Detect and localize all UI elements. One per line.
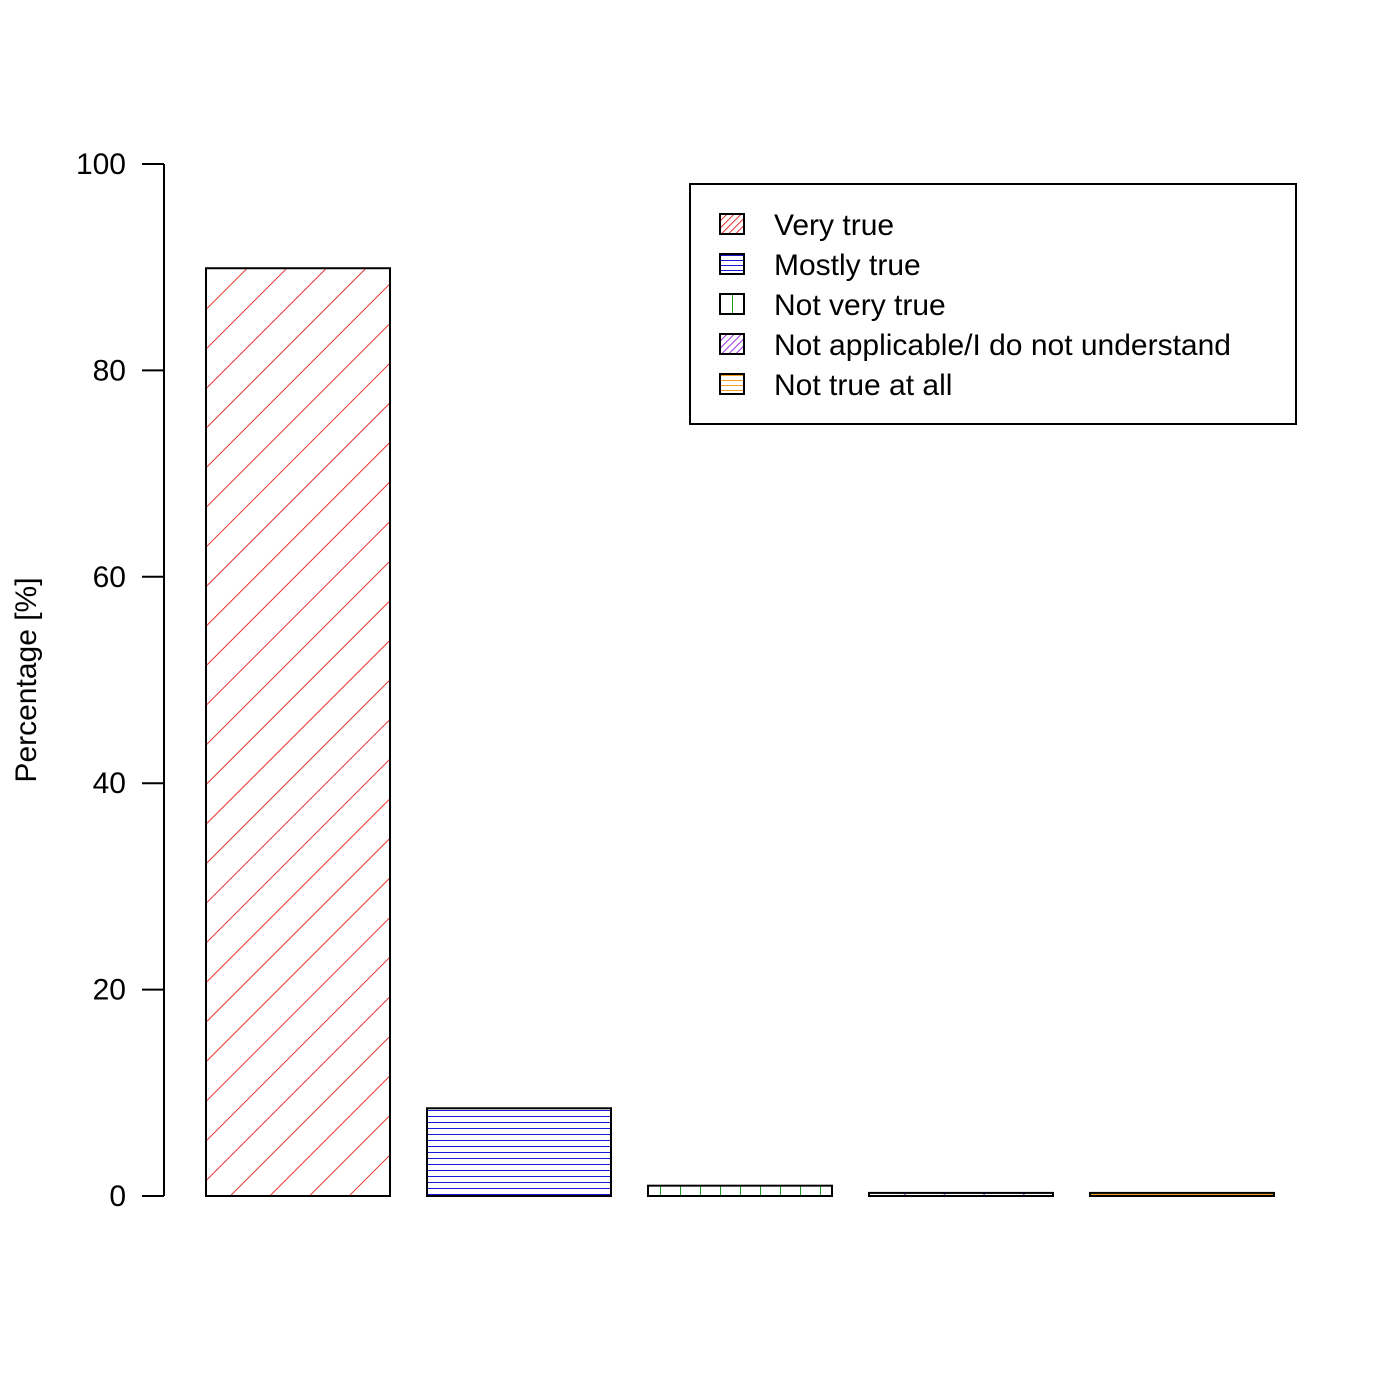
y-tick-label: 100 <box>76 148 126 181</box>
bar-3 <box>647 1184 833 1198</box>
bar-5 <box>1089 1191 1275 1198</box>
bar-2 <box>426 1107 612 1198</box>
legend-swatch <box>719 333 745 355</box>
bar-1 <box>205 267 391 1197</box>
legend-swatch <box>719 293 745 315</box>
y-tick-label: 80 <box>93 354 126 387</box>
legend-box <box>689 183 1297 425</box>
y-tick-label: 40 <box>93 767 126 800</box>
legend-label: Not true at all <box>774 369 952 402</box>
bar-4 <box>868 1191 1054 1198</box>
legend: Very true Mostly true Not very true Not app… <box>689 183 1297 425</box>
y-tick-label: 60 <box>93 561 126 594</box>
legend-label: Not applicable/I do not understand <box>774 329 1231 362</box>
bars <box>205 267 1275 1198</box>
y-axis: 0 20 40 60 80 100 <box>76 148 165 1213</box>
y-axis-label: Percentage [%] <box>10 577 43 782</box>
legend-label: Mostly true <box>774 249 921 282</box>
legend-swatch <box>719 373 745 395</box>
y-tick-label: 20 <box>93 974 126 1007</box>
legend-label: Not very true <box>774 289 946 322</box>
legend-label: Very true <box>774 209 894 242</box>
legend-swatch <box>719 213 745 235</box>
legend-swatch <box>719 253 745 275</box>
y-tick-label: 0 <box>109 1180 126 1213</box>
